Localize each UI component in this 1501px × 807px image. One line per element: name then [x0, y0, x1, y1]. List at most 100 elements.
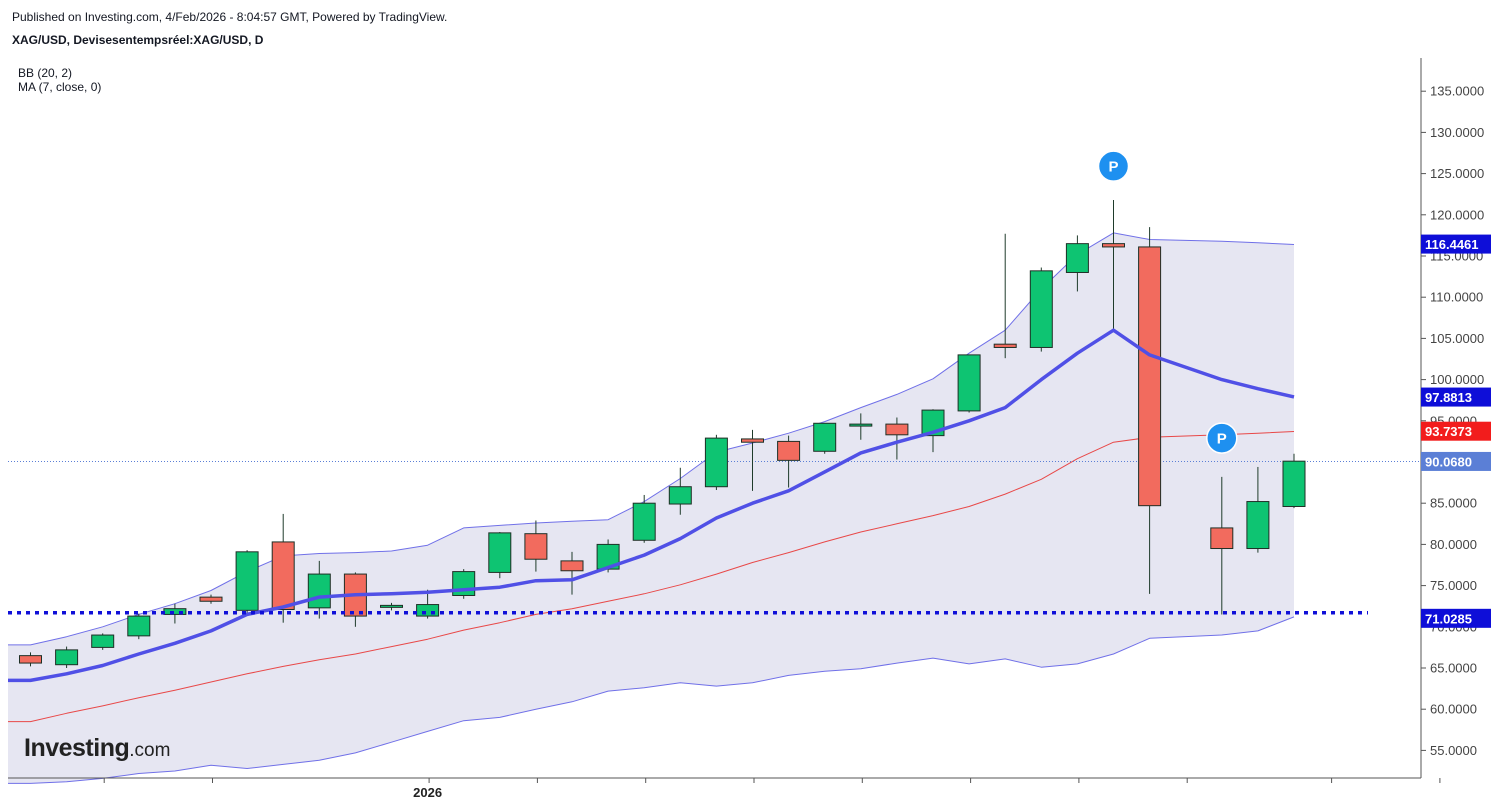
candle	[1210, 476, 1234, 615]
markers-layer: PP	[1097, 150, 1238, 454]
price-labels-layer: 116.4461 97.8813 93.7373 90.0680 71.0285	[1421, 234, 1491, 628]
y-tick-label: 120.0000	[1430, 207, 1484, 222]
y-tick-label: 110.0000	[1430, 290, 1483, 305]
candle	[993, 233, 1017, 359]
y-tick-label: 75.0000	[1430, 578, 1477, 593]
y-tick-label: 100.0000	[1430, 372, 1484, 387]
ma-indicator-label[interactable]: MA (7, close, 0)	[18, 80, 102, 94]
candle-body	[560, 560, 584, 572]
candle	[957, 354, 981, 413]
candle-body	[1282, 460, 1306, 507]
candle	[524, 520, 548, 572]
candle-body	[488, 532, 512, 573]
candle-body	[668, 486, 692, 505]
price-label-bg	[1421, 451, 1491, 471]
candle	[55, 646, 79, 668]
candle	[741, 429, 764, 491]
candle	[235, 550, 259, 614]
price-axis: 55.000060.000065.000070.000075.000080.00…	[1420, 58, 1484, 778]
moving-average-layer	[8, 328, 1295, 683]
candle	[668, 467, 692, 515]
price-label: 93.7373	[1421, 421, 1491, 441]
candle	[632, 494, 656, 543]
y-tick-label: 55.0000	[1430, 743, 1477, 758]
candle-body	[704, 437, 728, 488]
candle	[91, 633, 115, 650]
candle	[452, 569, 476, 599]
candle	[19, 652, 42, 667]
candle-body	[741, 438, 764, 443]
price-label-text: 97.8813	[1425, 390, 1472, 405]
candle	[1102, 199, 1125, 331]
bollinger-bands	[8, 232, 1421, 784]
candle	[813, 422, 837, 454]
chart-title: XAG/USD, Devisesentempsréel:XAG/USD, D	[12, 33, 264, 47]
y-tick-label: 125.0000	[1430, 166, 1484, 181]
candle-body	[1029, 270, 1053, 348]
marker-label: P	[1108, 159, 1118, 176]
pivot-marker: P	[1206, 422, 1238, 454]
candle-body	[307, 573, 331, 609]
y-tick-label: 130.0000	[1430, 125, 1484, 140]
x-tick-label: 2026	[413, 785, 442, 800]
marker-circle	[1206, 422, 1238, 454]
candle	[1282, 453, 1306, 509]
candle-body	[1138, 246, 1162, 507]
candle-body	[127, 615, 151, 637]
price-label: 71.0285	[1421, 608, 1491, 628]
candle-body	[524, 533, 548, 560]
bb-lower-line	[8, 616, 1295, 784]
candle	[560, 551, 584, 595]
candle-body	[885, 423, 909, 436]
candles-layer	[19, 199, 1306, 668]
pivot-marker: P	[1097, 150, 1130, 182]
candle	[1246, 466, 1270, 553]
price-label-bg	[1421, 608, 1491, 628]
candle	[1065, 235, 1089, 292]
price-label-text: 116.4461	[1425, 237, 1479, 252]
price-label-text: 93.7373	[1425, 424, 1472, 439]
y-tick-label: 65.0000	[1430, 661, 1477, 676]
candle	[416, 589, 440, 619]
candle-body	[19, 655, 42, 664]
candle-body	[1065, 243, 1089, 273]
investing-logo: Investing.com	[24, 734, 171, 762]
price-label: 116.4461	[1421, 234, 1491, 254]
price-label: 90.0680	[1421, 451, 1491, 471]
candle	[777, 435, 801, 488]
price-label: 97.8813	[1421, 387, 1491, 407]
price-label-bg	[1421, 234, 1491, 254]
candle	[127, 613, 151, 640]
candle-body	[849, 423, 873, 427]
price-label-bg	[1421, 421, 1491, 441]
candle	[1029, 267, 1053, 352]
candle	[1138, 227, 1162, 594]
price-label-text: 90.0680	[1425, 454, 1472, 469]
candle	[849, 413, 873, 440]
published-info: Published on Investing.com, 4/Feb/2026 -…	[12, 10, 448, 24]
bb-indicator-label[interactable]: BB (20, 2)	[18, 66, 73, 80]
y-tick-label: 85.0000	[1430, 496, 1477, 511]
candle-body	[1210, 527, 1234, 550]
candle	[271, 513, 295, 623]
y-tick-label: 80.0000	[1430, 537, 1477, 552]
candle-body	[993, 343, 1017, 348]
candle	[199, 594, 223, 604]
y-tick-label: 60.0000	[1430, 702, 1477, 717]
candle-body	[91, 634, 115, 648]
ma7-line	[8, 328, 1295, 683]
candle	[380, 602, 403, 611]
candle-body	[380, 604, 403, 608]
y-tick-label: 135.0000	[1430, 84, 1484, 99]
candle	[885, 417, 909, 460]
candle-body	[957, 354, 981, 412]
candle-body	[55, 649, 79, 666]
candle-body	[777, 440, 801, 461]
marker-label: P	[1217, 431, 1227, 448]
marker-circle	[1097, 150, 1130, 182]
time-axis: 2026	[8, 777, 1441, 800]
candle-body	[235, 551, 259, 611]
candle-body	[1246, 501, 1270, 550]
candle-body	[1102, 243, 1125, 248]
